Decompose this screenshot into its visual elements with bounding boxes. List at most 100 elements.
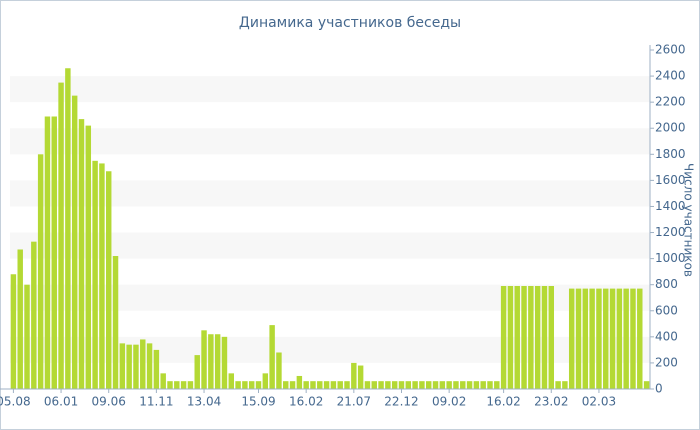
bar	[337, 381, 343, 389]
bar	[596, 288, 602, 389]
bar	[160, 373, 166, 389]
bar	[180, 381, 187, 389]
bar	[140, 339, 146, 389]
bar	[453, 381, 459, 389]
y-tick-label: 800	[655, 277, 678, 291]
bar	[568, 288, 575, 389]
bar	[262, 373, 269, 389]
x-tick-label: 15.09	[241, 395, 275, 409]
y-tick-label: 2400	[655, 69, 686, 83]
x-tick-label: 13.04	[187, 395, 221, 409]
bar	[364, 381, 371, 389]
bar	[385, 381, 391, 389]
bar	[17, 249, 23, 389]
bar	[555, 381, 561, 389]
bar	[276, 352, 282, 389]
bar	[112, 256, 119, 389]
bar	[466, 381, 473, 389]
bar	[44, 116, 51, 389]
bar	[221, 336, 228, 389]
y-tick-label: 1600	[655, 173, 686, 187]
bar	[643, 381, 650, 389]
bar	[344, 381, 350, 389]
y-tick-label: 1800	[655, 147, 686, 161]
bar	[174, 381, 180, 389]
bar	[480, 381, 486, 389]
bar	[637, 288, 643, 389]
bar	[548, 285, 554, 389]
y-axis-title: Число участников	[682, 163, 696, 277]
bar	[214, 334, 221, 389]
x-tick-label: 16.02	[486, 395, 520, 409]
bar	[126, 344, 132, 389]
bar	[24, 284, 30, 389]
bar	[317, 381, 323, 389]
bar	[521, 285, 527, 389]
bar	[106, 171, 112, 389]
bar	[248, 381, 255, 389]
bar	[323, 381, 330, 389]
bar	[432, 381, 439, 389]
chart-title: Динамика участников беседы	[239, 15, 461, 31]
bar	[269, 325, 275, 389]
x-tick-label: 02.03	[582, 395, 616, 409]
bar	[99, 163, 105, 389]
bar	[494, 381, 500, 389]
x-tick-label: 22.12	[384, 395, 418, 409]
x-tick-label: 06.01	[44, 395, 78, 409]
y-tick-label: 1200	[655, 225, 686, 239]
bar	[119, 343, 126, 389]
y-tick-label: 2200	[655, 95, 686, 109]
bar	[58, 82, 64, 389]
bar	[235, 381, 241, 389]
bar	[85, 125, 92, 389]
y-tick-label: 200	[655, 355, 678, 369]
bar	[153, 349, 160, 389]
y-tick-label: 1400	[655, 199, 686, 213]
bar	[51, 116, 57, 389]
bar	[201, 330, 207, 389]
bar	[37, 154, 44, 389]
y-tick-label: 600	[655, 303, 678, 317]
bar	[575, 288, 582, 389]
bar	[228, 373, 234, 389]
bar	[500, 285, 507, 389]
bar	[603, 288, 609, 389]
bar	[71, 95, 78, 389]
x-tick-label: 16.02	[289, 395, 323, 409]
bar	[609, 288, 616, 389]
bar	[405, 381, 412, 389]
bar	[534, 285, 541, 389]
bar	[133, 344, 139, 389]
bar	[582, 288, 589, 389]
bar	[378, 381, 384, 389]
x-tick-label: 23.02	[534, 395, 568, 409]
bar	[473, 381, 480, 389]
bar	[507, 285, 514, 389]
y-tick-label: 2000	[655, 121, 686, 135]
bar	[351, 362, 357, 389]
bar	[630, 288, 636, 389]
bar	[562, 381, 568, 389]
bar	[528, 285, 534, 389]
bar	[255, 381, 262, 389]
bar	[31, 241, 37, 389]
bar	[487, 381, 493, 389]
bar	[623, 288, 629, 389]
x-tick-label: 05.08	[0, 395, 31, 409]
x-tick-label: 21.07	[337, 395, 371, 409]
bar	[146, 343, 153, 389]
bar	[439, 381, 446, 389]
x-tick-label: 09.02	[432, 395, 466, 409]
bar	[371, 381, 377, 389]
bar	[412, 381, 418, 389]
bar	[446, 381, 452, 389]
bar	[92, 160, 98, 389]
bar	[398, 381, 405, 389]
bar	[242, 381, 248, 389]
bar	[289, 381, 296, 389]
bar	[194, 355, 200, 389]
bar	[541, 285, 548, 389]
bar	[310, 381, 316, 389]
